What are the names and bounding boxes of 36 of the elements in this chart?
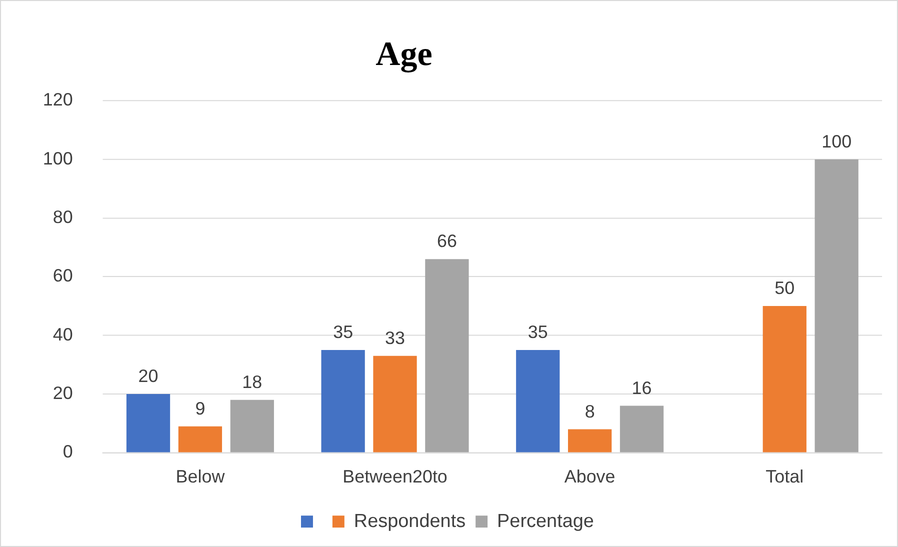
bar <box>230 400 274 452</box>
legend-label: Respondents <box>354 510 466 532</box>
y-tick-label: 20 <box>52 383 73 404</box>
y-tick-label: 0 <box>62 442 73 462</box>
y-tick-label: 60 <box>52 266 73 286</box>
chart-title: Age <box>374 36 434 74</box>
bar <box>762 306 806 452</box>
y-tick-label: 40 <box>52 324 73 344</box>
bar <box>516 350 560 452</box>
data-label: 35 <box>333 322 354 342</box>
data-label: 33 <box>385 328 406 348</box>
data-label: 8 <box>584 401 595 422</box>
bar <box>321 350 365 452</box>
bar <box>568 429 612 452</box>
x-tick-label: Above <box>564 466 616 486</box>
data-label: 20 <box>138 366 158 386</box>
bar <box>178 426 222 452</box>
x-tick-label: Total <box>766 466 804 486</box>
bar <box>126 394 170 452</box>
data-label: 100 <box>822 131 852 152</box>
y-tick-label: 100 <box>42 148 73 168</box>
data-label: 9 <box>195 398 206 418</box>
x-tick-label: Between20to <box>342 466 448 486</box>
data-label: 16 <box>632 378 652 398</box>
data-label: 35 <box>528 322 548 342</box>
bar <box>425 259 469 452</box>
data-label: 18 <box>242 372 262 392</box>
legend-label: Percentage <box>497 510 594 532</box>
data-label: 66 <box>436 231 457 252</box>
data-label: 50 <box>774 278 795 298</box>
bar <box>620 406 664 452</box>
y-tick-label: 80 <box>52 206 73 227</box>
bar <box>814 159 858 452</box>
bar <box>373 356 417 452</box>
x-tick-label: Below <box>176 466 225 486</box>
y-tick-label: 120 <box>42 90 73 110</box>
